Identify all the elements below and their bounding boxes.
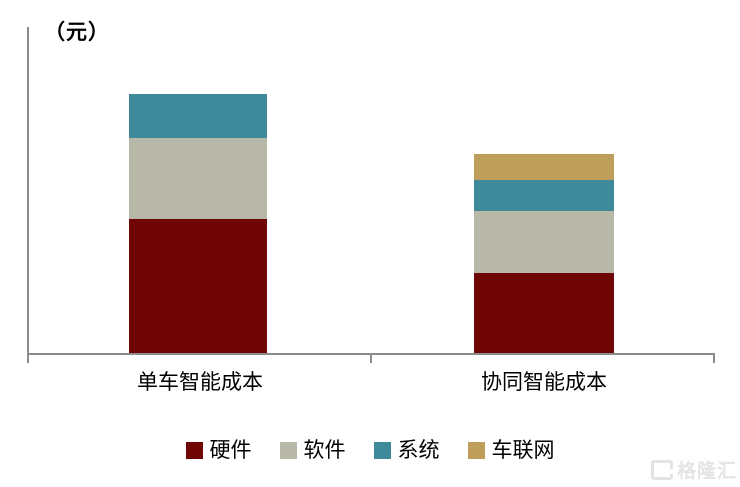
bar-segment-system: [474, 179, 614, 211]
legend-swatch-v2x: [467, 442, 485, 459]
legend-label: 软件: [303, 438, 346, 462]
bar-segment-software: [474, 210, 614, 273]
legend-item-v2x: 车联网: [467, 438, 555, 462]
legend-label: 系统: [397, 438, 440, 462]
legend-label: 车联网: [491, 438, 555, 462]
bar-segment-v2x: [474, 153, 614, 180]
bar-segment-hardware: [129, 218, 267, 353]
y-axis-line: [27, 27, 29, 355]
legend-item-hardware: 硬件: [185, 438, 252, 462]
legend-item-software: 软件: [279, 438, 346, 462]
category-label-collaborative: 协同智能成本: [481, 370, 607, 394]
bar-segment-system: [129, 94, 267, 139]
gelonghui-watermark: 格隆汇: [650, 456, 737, 483]
bar-segment-hardware: [474, 272, 614, 353]
y-axis-unit-label: （元）: [44, 20, 110, 44]
x-axis-tick: [370, 355, 372, 363]
stacked-bar-0: [129, 94, 267, 353]
legend-swatch-software: [279, 442, 297, 459]
legend-swatch-system: [373, 442, 391, 459]
legend-label: 硬件: [209, 438, 252, 462]
stacked-bar-1: [474, 153, 614, 353]
x-axis-tick: [713, 355, 715, 363]
watermark-text: 格隆汇: [676, 460, 737, 482]
category-label-single-vehicle: 单车智能成本: [137, 370, 263, 394]
legend: 硬件 软件 系统 车联网: [0, 440, 740, 461]
x-axis-line: [27, 353, 715, 355]
legend-item-system: 系统: [373, 438, 440, 462]
legend-swatch-hardware: [185, 442, 203, 459]
gelonghui-logo-icon: [650, 459, 673, 480]
x-axis-tick: [27, 355, 29, 363]
bar-segment-software: [129, 138, 267, 219]
